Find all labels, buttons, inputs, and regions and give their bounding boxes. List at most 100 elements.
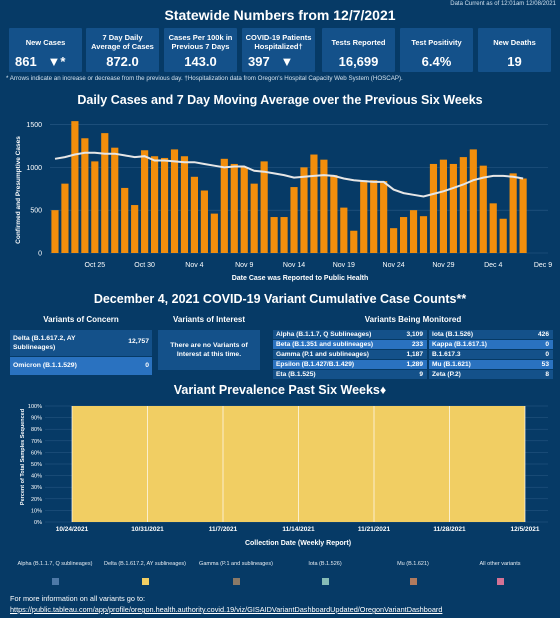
daily-case-bar[interactable] [300,167,308,253]
variant-row-zeta[interactable]: Zeta (P.2) 8 [429,370,553,379]
variant-name: Eta (B.1.525) [276,371,316,378]
x-tick-label: 12/5/2021 [511,526,540,533]
variant-row-alpha[interactable]: Alpha (B.1.1.7, Q Sublineages) 3,109 [273,330,427,339]
y-tick-label: 60% [31,450,42,456]
daily-case-bar[interactable] [71,121,79,253]
daily-case-bar[interactable] [170,149,179,253]
legend-label: Delta (B.1.617.2, AY sublineages) [103,561,187,567]
daily-case-bar[interactable] [160,157,169,253]
daily-case-bar[interactable] [409,210,418,253]
stat-label: Tests Reported [331,37,386,47]
x-tick-label: 11/7/2021 [209,526,238,533]
moving-average-line[interactable] [54,151,524,198]
daily-case-bar[interactable] [479,165,487,253]
variant-row-b-1-617-3[interactable]: B.1.617.3 0 [429,350,553,359]
daily-case-bar[interactable] [370,180,378,253]
variants-monitored-table: Alpha (B.1.1.7, Q Sublineages) 3,109 Beta … [273,330,553,380]
daily-case-bar[interactable] [280,217,288,253]
variant-row-beta[interactable]: Beta (B.1.351 and sublineages) 233 [273,340,427,349]
variants-of-concern-title: Variants of Concern [43,315,119,324]
x-tick-label: Dec 9 [534,262,552,269]
daily-case-bar[interactable] [61,183,69,253]
daily-case-bar[interactable] [499,218,507,253]
legend-label: Mu (B.1.621) [397,561,429,567]
stat-card-7day-average[interactable]: 7 Day Daily Average of Cases 872.0 [86,28,159,72]
daily-cases-chart-title: Daily Cases and 7 Day Moving Average ove… [77,93,483,107]
y-tick-label: 0% [34,520,42,526]
stat-card-tests-reported[interactable]: Tests Reported 16,699 [322,28,395,72]
daily-case-bar[interactable] [449,163,457,253]
stat-value: 143.0 [184,54,217,69]
variant-row-eta[interactable]: Eta (B.1.525) 9 [273,370,427,379]
legend-swatch[interactable] [232,578,240,585]
daily-case-bar[interactable] [429,163,438,253]
daily-case-bar[interactable] [180,156,189,253]
daily-case-bar[interactable] [519,178,527,253]
variant-row-iota[interactable]: Iota (B.1.526) 426 [429,330,553,339]
daily-case-bar[interactable] [489,203,497,253]
daily-case-bar[interactable] [320,159,328,253]
daily-case-bar[interactable] [390,228,398,253]
stat-label: New Cases [25,37,66,47]
daily-case-bar[interactable] [81,138,89,253]
variant-row-omicron[interactable]: Omicron (B.1.1.529) 0 [10,357,152,375]
daily-case-bar[interactable] [509,173,517,253]
daily-case-bar[interactable] [439,159,448,253]
daily-case-bar[interactable] [230,163,238,253]
legend-swatch[interactable] [496,578,504,585]
stat-card-cases-per-100k[interactable]: Cases Per 100k in Previous 7 Days 143.0 [164,28,237,72]
y-tick-label: 90% [31,416,42,422]
variants-monitored-title: Variants Being Monitored [364,315,462,324]
stat-card-hospitalized[interactable]: COVID-19 Patients Hospitalized† 397 ▼ [242,28,315,72]
legend-label: Iota (B.1.526) [308,561,342,567]
legend-swatch[interactable] [141,578,149,585]
daily-case-bar[interactable] [250,183,258,253]
x-tick-label: 10/24/2021 [56,526,89,533]
daily-case-bar[interactable] [131,205,139,253]
daily-case-bar[interactable] [340,207,348,253]
variant-row-epsilon[interactable]: Epsilon (B.1.427/B.1.429) 1,289 [273,360,427,369]
daily-case-bar[interactable] [399,217,408,253]
daily-case-bar[interactable] [150,156,159,253]
variant-count: 12,757 [128,338,149,345]
variant-row-mu[interactable]: Mu (B.1.621) 53 [429,360,553,369]
variant-count: 3,109 [406,331,423,338]
daily-case-bar[interactable] [200,190,208,253]
daily-case-bar[interactable] [51,210,59,253]
daily-case-bar[interactable] [190,176,199,253]
stat-card-new-deaths[interactable]: New Deaths 19 [478,28,551,72]
legend-swatch[interactable] [321,578,329,585]
daily-case-bar[interactable] [260,161,268,253]
daily-case-bar[interactable] [459,157,467,253]
daily-case-bar[interactable] [310,154,318,253]
daily-case-bar[interactable] [270,217,278,253]
daily-case-bar[interactable] [101,133,109,253]
variant-dashboard-link[interactable]: https://public.tableau.com/app/profile/o… [10,605,443,614]
stat-card-new-cases[interactable]: New Cases 861 ▼* [9,28,82,72]
daily-case-bar[interactable] [469,149,477,253]
variant-row-kappa[interactable]: Kappa (B.1.617.1) 0 [429,340,553,349]
daily-case-bar[interactable] [290,187,298,253]
daily-case-bar[interactable] [330,175,338,253]
daily-case-bar[interactable] [210,213,218,253]
daily-case-bar[interactable] [419,216,428,253]
daily-case-bar[interactable] [111,147,119,253]
legend-swatch[interactable] [409,578,417,585]
variants-of-interest-box: There are no Variants of Interest at thi… [158,330,260,370]
variant-row-gamma[interactable]: Gamma (P.1 and sublineages) 1,187 [273,350,427,359]
variant-counts-title: December 4, 2021 COVID-19 Variant Cumula… [93,292,467,306]
daily-case-bar[interactable] [220,158,228,253]
variant-row-delta[interactable]: Delta (B.1.617.2, AY Sublineages) 12,757 [10,330,152,356]
daily-case-bar[interactable] [141,150,149,253]
stat-card-test-positivity[interactable]: Test Positivity 6.4% [400,28,473,72]
daily-cases-chart[interactable]: Confirmed and Presumptive Cases Date Cas… [0,108,560,288]
variant-prevalence-chart[interactable]: Percent of Total Samples Sequenced Colle… [0,400,560,550]
daily-case-bar[interactable] [380,181,388,253]
daily-case-bar[interactable] [350,230,358,253]
daily-case-bar[interactable] [360,180,368,253]
footer-text: For more information on all variants go … [10,594,146,603]
daily-case-bar[interactable] [91,161,99,253]
daily-case-bar[interactable] [121,187,129,253]
daily-case-bar[interactable] [240,167,248,253]
legend-swatch[interactable] [51,578,59,585]
